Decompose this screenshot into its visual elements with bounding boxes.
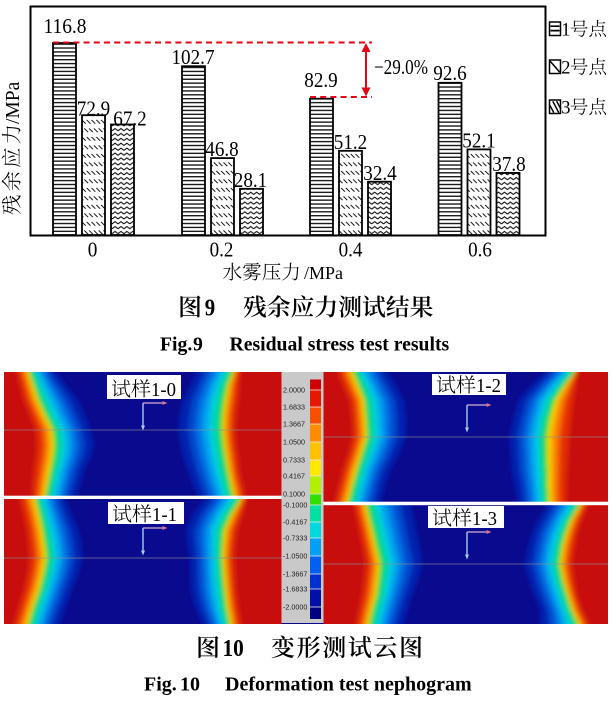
svg-text:-0.4167: -0.4167 [283,518,307,527]
svg-text:Fig.: Fig. [144,674,177,696]
svg-text:Residual stress test results: Residual stress test results [230,333,450,355]
svg-text:-2.0000: -2.0000 [283,603,307,612]
svg-text:10: 10 [180,674,200,696]
svg-text:51.2: 51.2 [334,130,367,154]
svg-text:1: 1 [561,21,570,41]
svg-text:1-3: 1-3 [472,508,497,530]
svg-text:82.9: 82.9 [304,68,337,92]
svg-text:0: 0 [88,238,98,262]
svg-text:116.8: 116.8 [44,14,87,38]
svg-text:0.4167: 0.4167 [283,472,305,481]
svg-text:/MPa: /MPa [3,81,24,124]
svg-text:Deformation test nephogram: Deformation test nephogram [225,674,472,696]
svg-text:-0.7333: -0.7333 [283,534,307,543]
svg-text:/MPa: /MPa [304,263,343,283]
svg-text:1-0: 1-0 [151,379,176,401]
svg-text:0.1000: 0.1000 [283,490,305,499]
svg-text:2.0000: 2.0000 [283,386,305,395]
svg-text:1.6833: 1.6833 [283,403,305,412]
svg-text:0.6: 0.6 [468,238,492,262]
svg-text:72.9: 72.9 [77,97,110,121]
svg-text:-1.6833: -1.6833 [283,585,307,594]
svg-text:46.8: 46.8 [205,137,238,161]
svg-text:92.6: 92.6 [433,61,467,85]
svg-text:67.2: 67.2 [113,107,146,131]
svg-text:0.7333: 0.7333 [283,456,305,465]
svg-text:28.1: 28.1 [234,168,267,192]
svg-text:10: 10 [223,636,244,662]
svg-text:-1.3667: -1.3667 [283,570,307,579]
svg-text:32.4: 32.4 [363,161,397,185]
svg-text:−29.0%: −29.0% [374,55,428,79]
svg-text:1.3667: 1.3667 [283,420,305,429]
svg-text:-1.0500: -1.0500 [283,552,307,561]
svg-text:9: 9 [205,296,215,322]
svg-text:-0.1000: -0.1000 [283,501,307,510]
svg-text:2: 2 [561,59,570,79]
svg-text:37.8: 37.8 [492,152,525,176]
svg-text:Fig.: Fig. [160,333,192,355]
svg-text:1-2: 1-2 [476,375,501,397]
svg-text:9: 9 [193,333,203,355]
svg-text:1.0500: 1.0500 [283,438,305,447]
svg-text:52.1: 52.1 [462,129,495,153]
svg-text:3: 3 [561,99,570,119]
svg-text:1-1: 1-1 [152,504,177,526]
svg-text:0.2: 0.2 [210,238,234,262]
svg-text:0.4: 0.4 [339,238,363,262]
svg-text:102.7: 102.7 [172,45,215,69]
